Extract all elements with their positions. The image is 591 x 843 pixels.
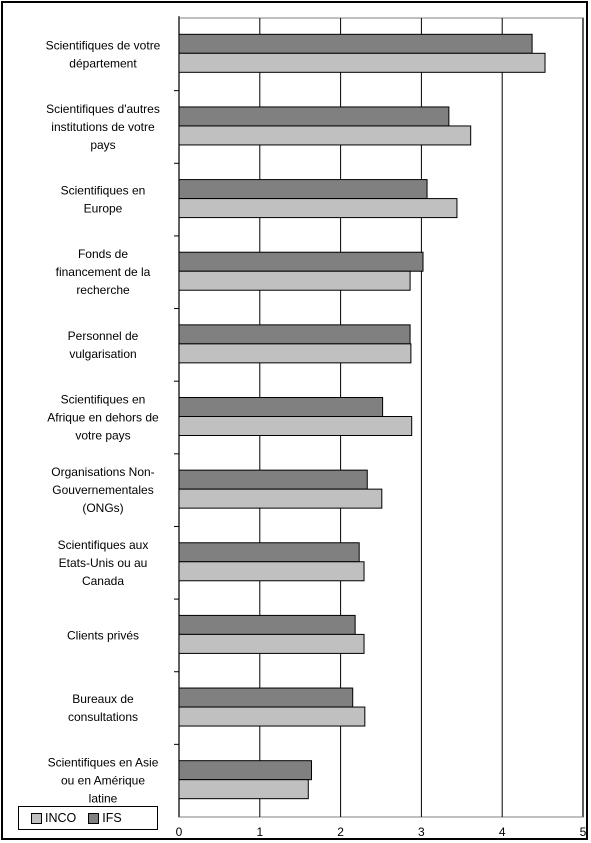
- category-label-line: Scientifiques de votre: [46, 38, 161, 52]
- category-label-line: Fonds de: [78, 247, 128, 261]
- bar-ifs-0: [178, 33, 533, 54]
- category-label-line: Canada: [82, 574, 124, 588]
- legend-item-inco: INCO: [31, 811, 76, 825]
- category-label-line: Clients privés: [67, 628, 139, 642]
- bar-ifs-1: [178, 106, 450, 127]
- category-label-line: latine: [89, 792, 118, 806]
- xtick-label-5: 5: [580, 825, 587, 839]
- category-label-1: Scientifiques d'autres institutions de vo…: [46, 102, 160, 152]
- category-label-line: Gouvernementales: [52, 483, 153, 497]
- bar-inco-3: [178, 270, 411, 291]
- category-label-8: Clients privés: [67, 628, 139, 642]
- category-label-9: Bureaux de consultations: [68, 692, 138, 724]
- legend-label-ifs: IFS: [102, 811, 122, 825]
- category-label-line: Etats-Unis ou au: [59, 556, 148, 570]
- category-label-line: Afrique en dehors de: [47, 411, 159, 425]
- bar-inco-0: [178, 52, 546, 73]
- bar-inco-9: [178, 706, 366, 727]
- category-label-line: votre pays: [75, 429, 130, 443]
- category-label-0: Scientifiques de votre département: [46, 38, 161, 70]
- bar-ifs-3: [178, 251, 424, 272]
- category-label-line: institutions de votre: [51, 120, 155, 134]
- category-label-line: (ONGs): [82, 501, 123, 515]
- bar-inco-7: [178, 561, 365, 582]
- category-label-line: Organisations Non-: [51, 465, 154, 479]
- category-label-line: ou en Amérique: [61, 774, 145, 788]
- bar-inco-1: [178, 125, 472, 146]
- category-label-line: recherche: [76, 283, 130, 297]
- bar-inco-5: [178, 416, 413, 436]
- category-label-line: pays: [90, 138, 115, 152]
- category-label-3: Fonds de financement de la recherche: [56, 247, 151, 297]
- category-label-line: Europe: [84, 202, 123, 216]
- bar-ifs-9: [178, 687, 354, 708]
- bar-inco-4: [178, 343, 412, 364]
- category-label-5: Scientifiques en Afrique en dehors de votr…: [47, 393, 159, 443]
- category-label-7: Scientifiques aux Etats-Unis ou au Canada: [58, 538, 149, 588]
- category-label-line: Scientifiques aux: [58, 538, 149, 552]
- category-label-line: Scientifiques en: [61, 184, 146, 198]
- bar-ifs-10: [178, 760, 313, 781]
- category-label-line: Scientifiques d'autres: [46, 102, 160, 116]
- category-label-4: Personnel de vulgarisation: [68, 329, 139, 361]
- legend: INCO IFS: [18, 806, 158, 830]
- bar-ifs-2: [178, 179, 428, 200]
- category-label-line: Scientifiques en Asie: [48, 756, 159, 770]
- category-label-10: Scientifiques en Asie ou en Amérique latin…: [48, 756, 159, 806]
- legend-item-ifs: IFS: [88, 811, 122, 825]
- bar-inco-10: [178, 779, 309, 800]
- xtick-label-4: 4: [499, 825, 506, 839]
- bar-inco-6: [178, 488, 383, 509]
- legend-swatch-ifs: [88, 812, 100, 824]
- bar-ifs-7: [178, 542, 360, 563]
- category-label-line: Bureaux de: [72, 692, 134, 706]
- legend-label-inco: INCO: [45, 811, 77, 825]
- category-label-line: Personnel de: [68, 329, 139, 343]
- xtick-label-1: 1: [256, 825, 263, 839]
- bar-ifs-5: [178, 397, 384, 417]
- category-label-line: vulgarisation: [69, 347, 136, 361]
- xtick-label-3: 3: [418, 825, 425, 839]
- bar-inco-2: [178, 198, 458, 219]
- bar-ifs-8: [178, 614, 356, 635]
- bar-inco-8: [178, 633, 365, 654]
- category-label-line: financement de la: [56, 265, 151, 279]
- category-label-line: Scientifiques en: [61, 393, 146, 407]
- category-label-line: consultations: [68, 710, 138, 724]
- xtick-label-0: 0: [176, 825, 183, 839]
- category-label-6: Organisations Non- Gouvernementales (ONGs): [51, 465, 154, 515]
- xtick-label-2: 2: [337, 825, 344, 839]
- category-label-2: Scientifiques en Europe: [61, 184, 146, 216]
- category-label-line: département: [69, 56, 137, 70]
- legend-swatch-inco: [31, 812, 42, 824]
- bar-ifs-4: [178, 324, 411, 345]
- bar-ifs-6: [178, 469, 368, 490]
